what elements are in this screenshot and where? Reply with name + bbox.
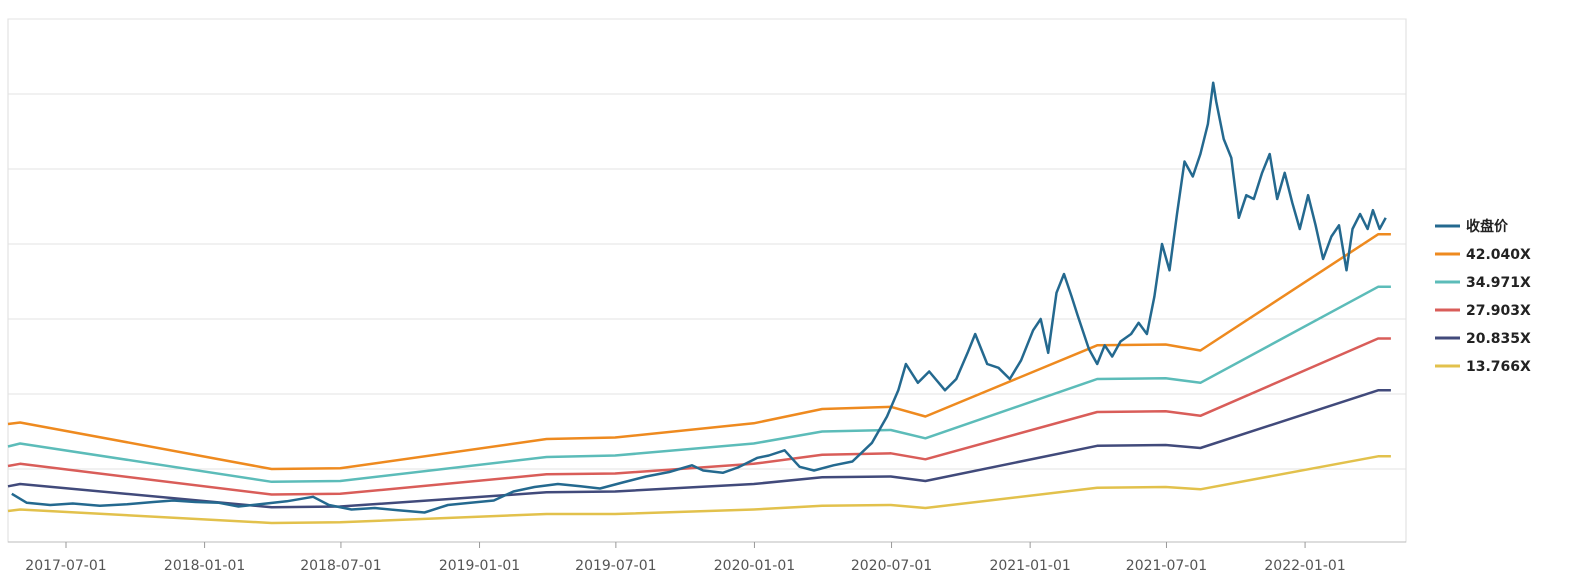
series-line-2 [7, 285, 1391, 484]
x-tick-label: 2020-07-01 [851, 558, 932, 574]
series-layer [7, 81, 1391, 525]
x-tick-label: 2021-01-01 [989, 558, 1070, 574]
x-tick-label: 2019-01-01 [439, 558, 520, 574]
x-tick-label: 2021-07-01 [1126, 558, 1207, 574]
x-tick-label: 2018-07-01 [300, 558, 381, 574]
legend-item-label: 42.040X [1466, 247, 1531, 263]
series-line-1 [7, 233, 1391, 471]
x-tick-label: 2018-01-01 [164, 558, 245, 574]
x-tick-label: 2017-07-01 [25, 558, 106, 574]
legend-item-label: 收盘价 [1466, 218, 1509, 235]
series-line-3 [7, 337, 1391, 496]
series-line-0 [11, 81, 1387, 514]
x-tick-label: 2020-01-01 [714, 558, 795, 574]
legend-item-label: 20.835X [1466, 331, 1531, 347]
legend-item-label: 27.903X [1466, 303, 1531, 319]
series-line-5 [7, 455, 1391, 525]
grid [8, 18, 1406, 470]
x-tick-label: 2022-01-01 [1264, 558, 1345, 574]
legend: 收盘价 42.040X 34.971X 27.903X 20.835X 13.766X [1435, 218, 1531, 375]
x-tick-label: 2019-07-01 [575, 558, 656, 574]
series-line-4 [7, 389, 1391, 509]
x-axis: 2017-07-01 2018-01-01 2018-07-01 2019-01-01… [8, 541, 1406, 574]
legend-item-label: 13.766X [1466, 359, 1531, 375]
legend-item-label: 34.971X [1466, 275, 1531, 291]
plot-frame [7, 18, 1407, 543]
